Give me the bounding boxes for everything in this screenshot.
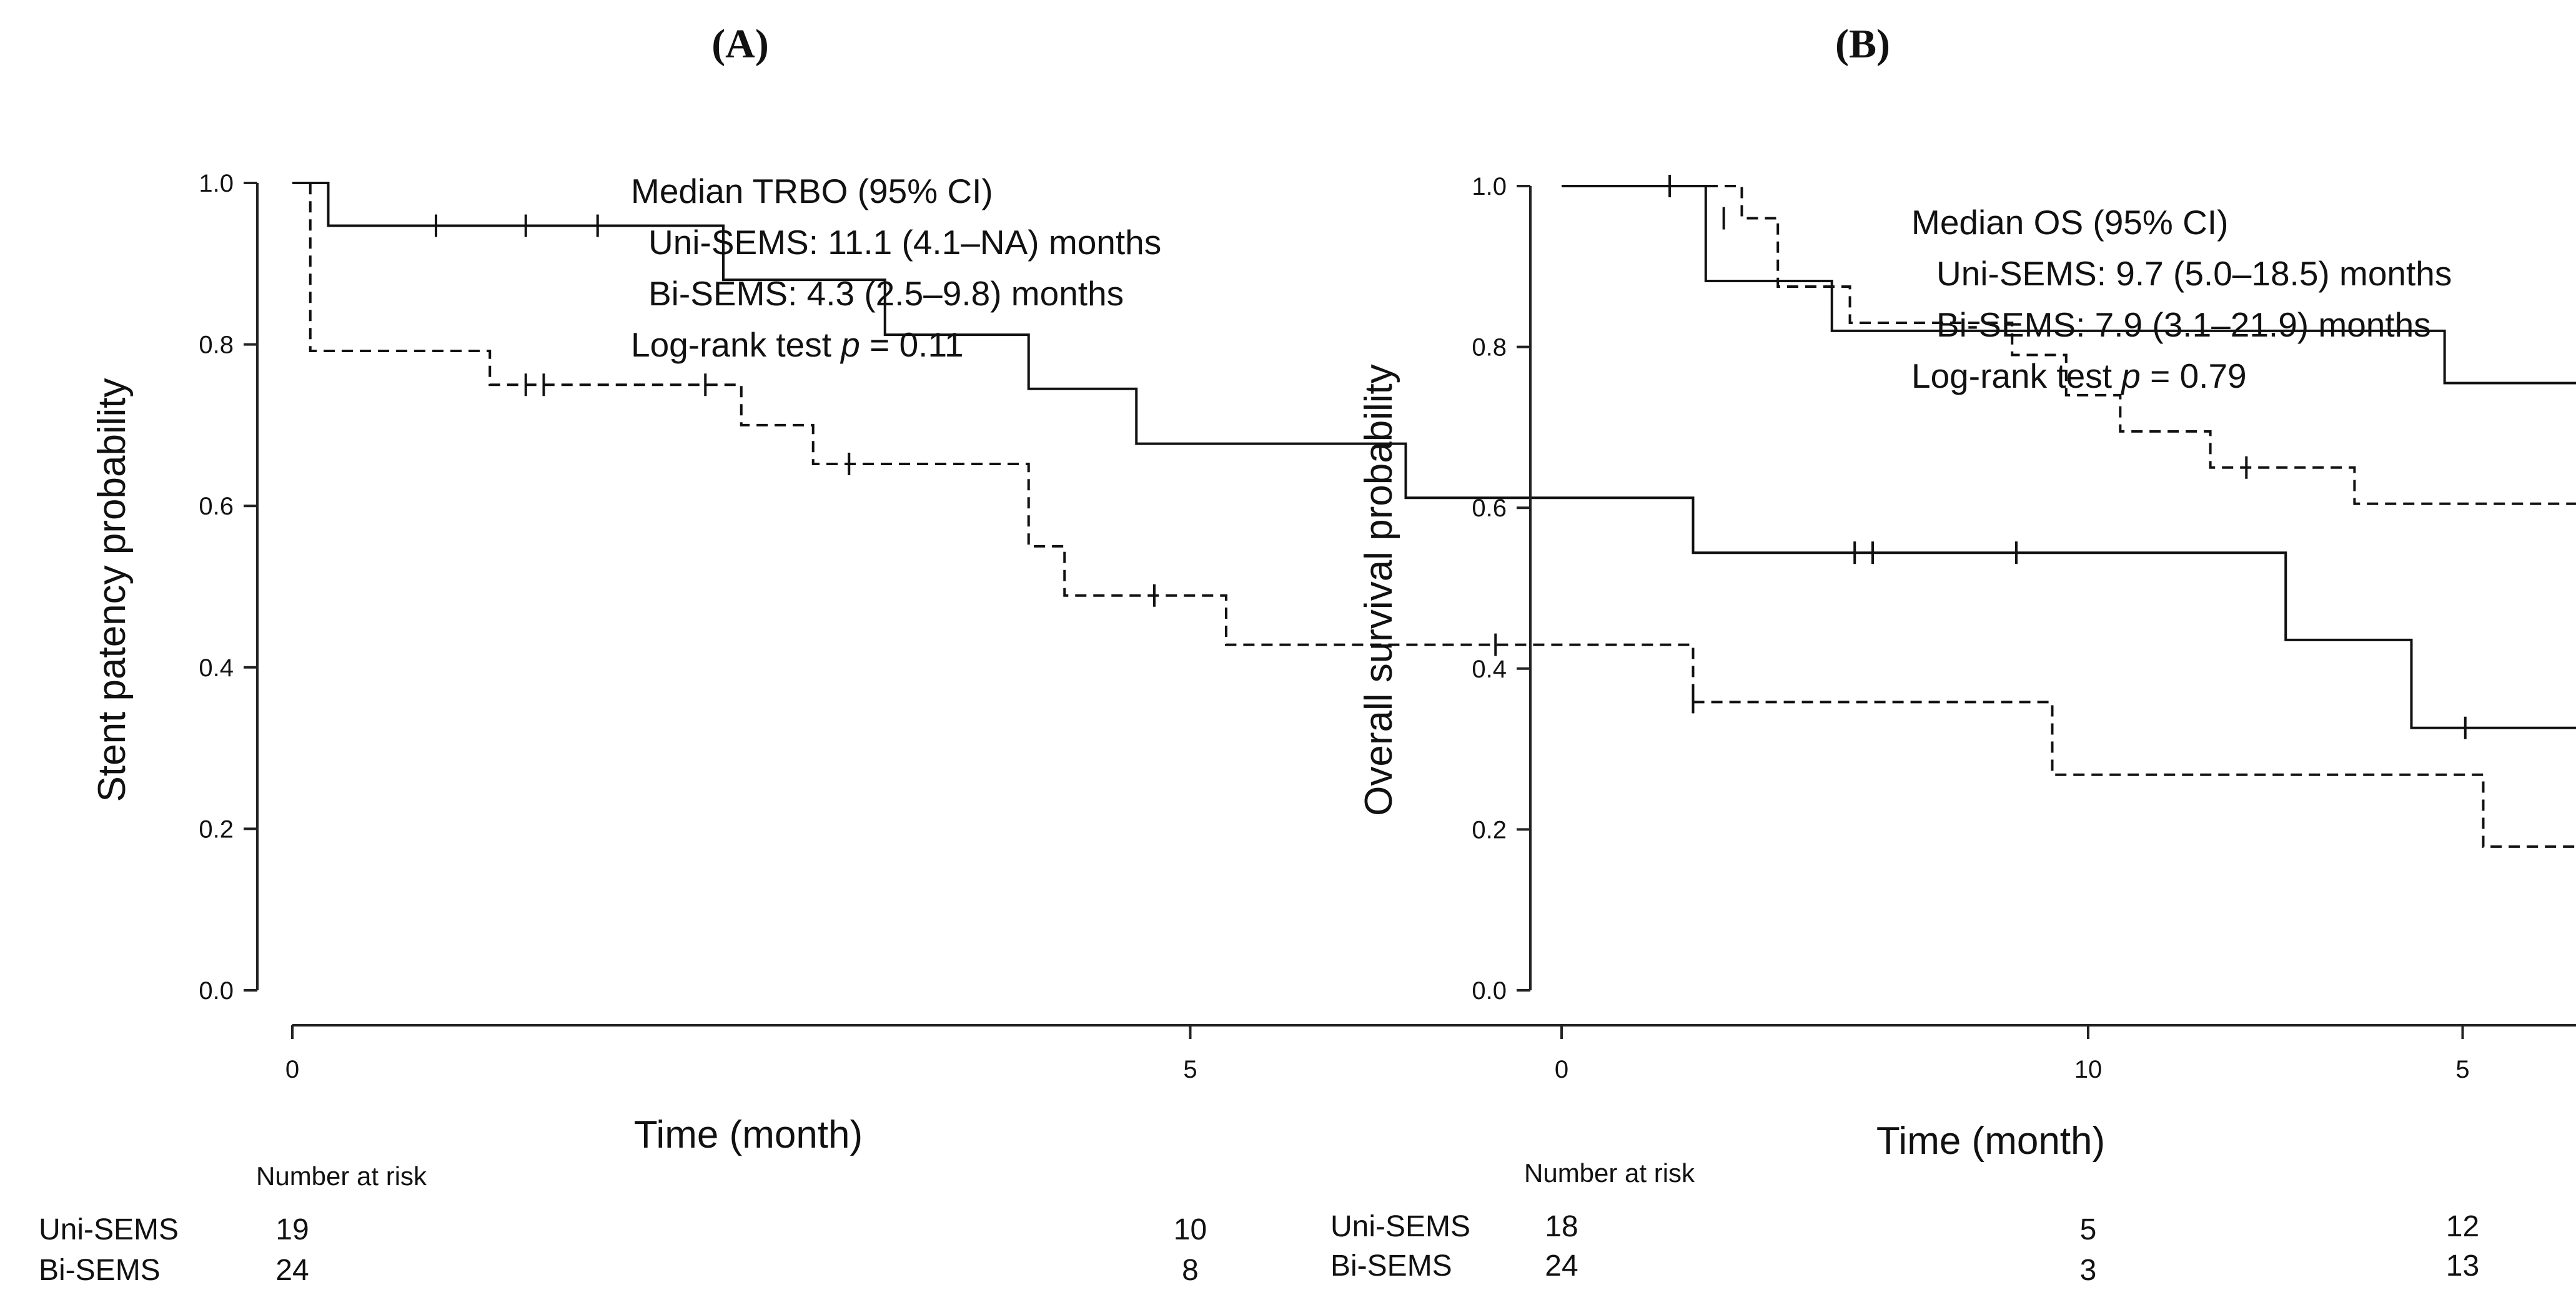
y-tick-label: 1.0 bbox=[1472, 173, 1507, 200]
annotation-line: Median OS (95% CI) bbox=[1911, 203, 2228, 242]
y-tick-label: 0.8 bbox=[1472, 334, 1507, 362]
y-tick-label: 0.2 bbox=[199, 815, 234, 843]
annotation-line: Bi-SEMS: 7.9 (3.1–21.9) months bbox=[1936, 305, 2431, 344]
risk-value: 24 bbox=[1545, 1249, 1578, 1283]
y-tick-label: 0.0 bbox=[199, 977, 234, 1005]
panel-b: (B)0.00.20.40.60.81.0051015202530Overall… bbox=[1330, 21, 2576, 1283]
annotation-line: Uni-SEMS: 9.7 (5.0–18.5) months bbox=[1936, 254, 2452, 293]
x-tick-label: 0 bbox=[285, 1056, 299, 1083]
km-curve-bi-sems bbox=[292, 182, 2576, 848]
y-axis-label: Overall survival probability bbox=[1357, 364, 1400, 816]
risk-value: 12 bbox=[2446, 1210, 2479, 1243]
x-axis-label: Time (month) bbox=[634, 1113, 863, 1156]
y-tick-label: 0.6 bbox=[199, 493, 234, 520]
x-axis-label: Time (month) bbox=[1876, 1120, 2105, 1163]
risk-row-name: Uni-SEMS bbox=[1330, 1210, 1470, 1243]
panel-a: (A)0.00.20.40.60.81.00510152025Stent pat… bbox=[39, 21, 2576, 1287]
x-tick-label: 5 bbox=[2455, 1056, 2469, 1083]
panel-label: (A) bbox=[711, 21, 769, 67]
x-tick-label: 10 bbox=[2074, 1056, 2103, 1083]
km-curve-uni-sems bbox=[292, 182, 2576, 729]
y-tick-label: 0.8 bbox=[199, 332, 234, 359]
y-tick-label: 0.0 bbox=[1472, 977, 1507, 1005]
y-tick-label: 1.0 bbox=[199, 170, 234, 197]
km-curve-bi-sems bbox=[1562, 185, 2576, 505]
risk-value: 10 bbox=[1174, 1213, 1207, 1246]
risk-table-heading: Number at risk bbox=[256, 1161, 427, 1191]
risk-value: 13 bbox=[2446, 1249, 2479, 1283]
risk-value: 8 bbox=[1182, 1254, 1199, 1287]
x-tick-label: 0 bbox=[1555, 1056, 1568, 1083]
y-tick-label: 0.4 bbox=[199, 654, 234, 682]
risk-row-name: Uni-SEMS bbox=[39, 1213, 179, 1246]
risk-value: 24 bbox=[275, 1254, 309, 1287]
y-tick-label: 0.2 bbox=[1472, 816, 1507, 844]
risk-table-heading: Number at risk bbox=[1524, 1158, 1695, 1188]
y-tick-label: 0.4 bbox=[1472, 656, 1507, 683]
annotation-line: Log-rank test p = 0.79 bbox=[1911, 357, 2247, 395]
risk-row-name: Bi-SEMS bbox=[1330, 1249, 1452, 1283]
annotation-line: Uni-SEMS: 11.1 (4.1–NA) months bbox=[648, 223, 1161, 262]
y-tick-label: 0.6 bbox=[1472, 495, 1507, 522]
annotation-line: Log-rank test p = 0.11 bbox=[631, 325, 964, 364]
risk-value: 5 bbox=[2080, 1213, 2097, 1246]
km-curve-uni-sems bbox=[1562, 185, 2576, 385]
annotation-line: Median TRBO (95% CI) bbox=[631, 172, 993, 210]
risk-value: 3 bbox=[2080, 1254, 2097, 1287]
risk-value: 18 bbox=[1545, 1210, 1578, 1243]
panel-label: (B) bbox=[1835, 21, 1890, 67]
risk-row-name: Bi-SEMS bbox=[39, 1254, 161, 1287]
y-axis-label: Stent patency probability bbox=[91, 378, 134, 802]
x-tick-label: 5 bbox=[1183, 1056, 1197, 1083]
risk-value: 19 bbox=[275, 1213, 309, 1246]
